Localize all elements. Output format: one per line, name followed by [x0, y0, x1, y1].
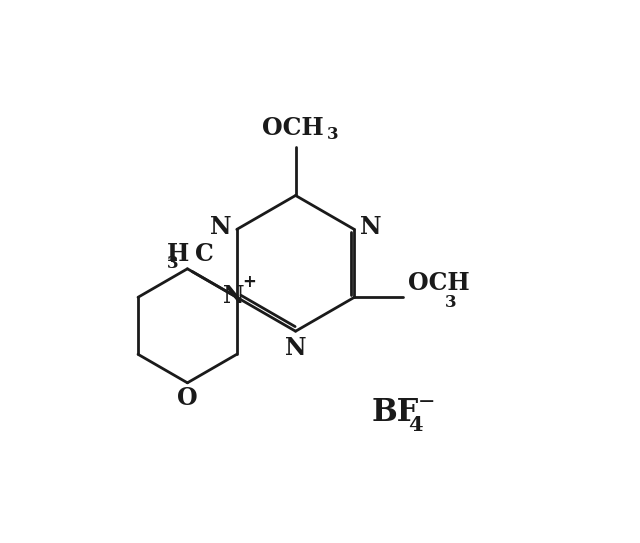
Text: N: N: [210, 214, 231, 239]
Text: N: N: [360, 214, 381, 239]
Text: OCH: OCH: [408, 270, 469, 294]
Text: O: O: [177, 386, 198, 409]
Text: −: −: [418, 394, 435, 412]
Text: OCH: OCH: [262, 116, 324, 140]
Text: 3: 3: [327, 126, 339, 143]
Text: H: H: [167, 242, 189, 266]
Text: +: +: [243, 273, 256, 291]
Text: 3: 3: [167, 255, 179, 272]
Text: 4: 4: [408, 415, 423, 434]
Text: N: N: [223, 283, 245, 308]
Text: 3: 3: [445, 294, 456, 311]
Text: BF: BF: [372, 397, 419, 428]
Text: C: C: [195, 242, 214, 266]
Text: N: N: [285, 336, 307, 359]
